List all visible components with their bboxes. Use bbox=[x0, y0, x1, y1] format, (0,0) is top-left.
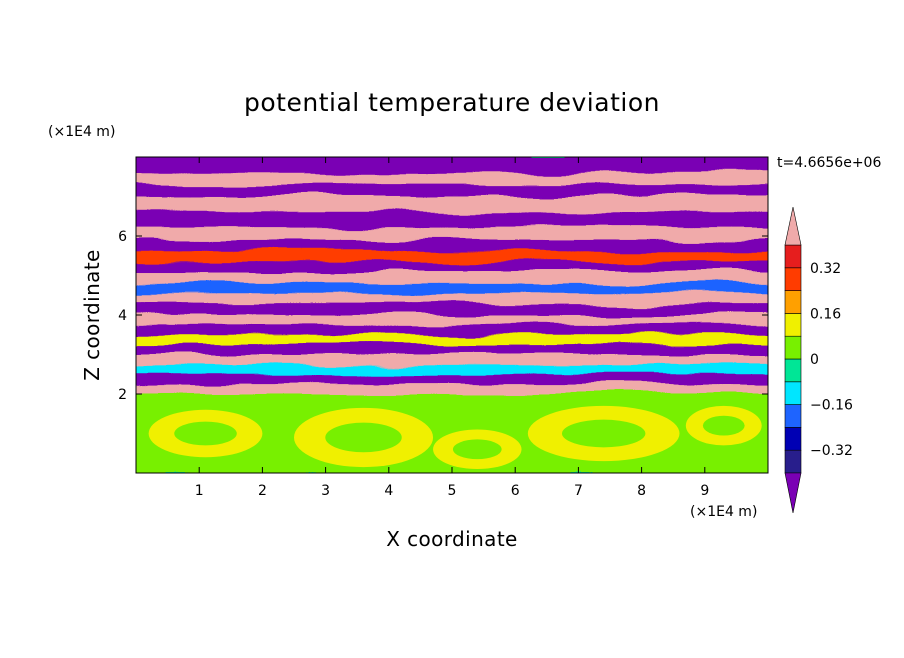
blob-core-2 bbox=[452, 439, 502, 460]
colorbar-swatch-6 bbox=[784, 313, 802, 337]
y-axis-label: Z coordinate bbox=[80, 249, 104, 381]
bands-layer bbox=[136, 157, 768, 473]
band-5 bbox=[136, 226, 768, 244]
colorbar-swatch-4 bbox=[784, 358, 802, 383]
blob-core-0 bbox=[174, 421, 237, 446]
x-tick-label-1: 1 bbox=[195, 483, 204, 499]
colorbar-swatch-0 bbox=[784, 449, 802, 474]
colorbar-swatch-3 bbox=[784, 381, 802, 405]
band-4 bbox=[136, 212, 768, 231]
colorbar: 0.32 0.16 0 −0.16 −0.32 bbox=[784, 206, 853, 514]
colorbar-label-1: 0.16 bbox=[810, 306, 841, 322]
band-0 bbox=[136, 157, 768, 177]
colorbar-label-0: 0.32 bbox=[810, 261, 841, 277]
contour-field bbox=[136, 157, 768, 473]
x-tick-label-8: 8 bbox=[637, 483, 646, 499]
x-tick-label-5: 5 bbox=[448, 483, 457, 499]
x-unit-label: (×1E4 m) bbox=[690, 504, 757, 520]
colorbar-swatch-1 bbox=[784, 427, 802, 451]
y-unit-label: (×1E4 m) bbox=[48, 124, 115, 140]
colorbar-extend-max bbox=[784, 206, 802, 246]
x-tick-label-4: 4 bbox=[384, 483, 393, 499]
chart-title: potential temperature deviation bbox=[244, 88, 660, 117]
colorbar-swatch-2 bbox=[784, 404, 802, 428]
colorbar-label-2: 0 bbox=[810, 352, 819, 368]
x-axis: 1 2 3 4 5 6 7 8 9 bbox=[195, 157, 709, 499]
band-3 bbox=[136, 196, 768, 217]
x-tick-label-2: 2 bbox=[258, 483, 267, 499]
time-label: t=4.6656e+06 bbox=[777, 155, 881, 171]
colorbar-label-4: −0.32 bbox=[810, 443, 853, 459]
x-tick-label-6: 6 bbox=[511, 483, 520, 499]
colorbar-swatch-5 bbox=[784, 335, 802, 360]
blob-core-4 bbox=[702, 415, 745, 436]
x-tick-label-7: 7 bbox=[574, 483, 583, 499]
blob-core-3 bbox=[561, 419, 646, 448]
colorbar-label-3: −0.16 bbox=[810, 398, 853, 414]
colorbar-swatch-8 bbox=[784, 267, 802, 291]
x-tick-label-3: 3 bbox=[321, 483, 330, 499]
blob-core-1 bbox=[325, 422, 402, 453]
y-tick-label-6: 6 bbox=[118, 229, 127, 245]
x-axis-label: X coordinate bbox=[386, 527, 518, 551]
y-axis: 2 4 6 bbox=[118, 229, 768, 403]
colorbar-swatch-9 bbox=[784, 244, 802, 269]
y-tick-label-2: 2 bbox=[118, 387, 127, 403]
colorbar-swatch-7 bbox=[784, 290, 802, 314]
y-tick-label-4: 4 bbox=[118, 308, 127, 324]
blobs-layer bbox=[148, 405, 762, 470]
x-tick-label-9: 9 bbox=[700, 483, 709, 499]
colorbar-extend-min bbox=[784, 472, 802, 514]
